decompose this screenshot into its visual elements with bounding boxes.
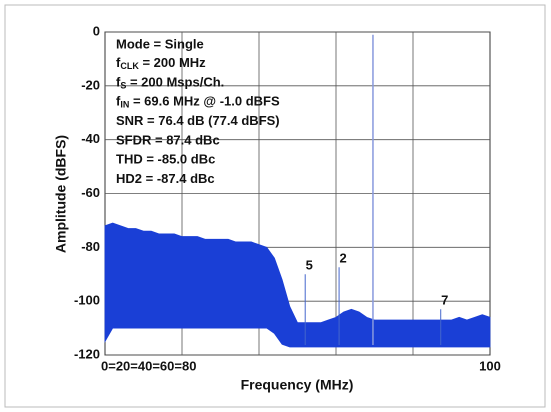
x-tick-label: 100 <box>479 358 501 373</box>
spur-label: 7 <box>441 293 448 308</box>
noise-floor <box>104 222 491 348</box>
annotation: SNR = 76.4 dB (77.4 dBFS) <box>116 113 280 128</box>
annotation-rest: = 69.6 MHz @ -1.0 dBFS <box>129 94 280 109</box>
annotation-base: f <box>116 75 121 90</box>
y-tick-label: -120 <box>74 346 100 361</box>
spur-label: 5 <box>306 258 313 273</box>
annotation: Mode = Single <box>116 36 204 51</box>
annotation-sub: IN <box>120 100 129 110</box>
y-tick-label: -20 <box>81 77 100 92</box>
y-tick-label: -80 <box>81 239 100 254</box>
y-tick-label: -100 <box>74 293 100 308</box>
annotation-rest: = 200 MHz <box>139 56 206 71</box>
annotation-sub: CLK <box>120 62 139 72</box>
x-axis-label: Frequency (MHz) <box>241 377 354 393</box>
annotation-base: f <box>116 94 121 109</box>
annotation: fIN = 69.6 MHz @ -1.0 dBFS <box>116 94 280 110</box>
annotation-rest: = 200 Msps/Ch. <box>126 75 224 90</box>
y-tick-label: 0 <box>93 23 100 38</box>
y-axis-label: Amplitude (dBFS) <box>53 135 69 253</box>
annotation: fS = 200 Msps/Ch. <box>116 75 224 91</box>
annotation: fCLK = 200 MHz <box>116 56 206 72</box>
annotation: THD = -85.0 dBc <box>116 152 215 167</box>
y-tick-label: -60 <box>81 185 100 200</box>
annotation: HD2 = -87.4 dBc <box>116 171 215 186</box>
annotation-sub: S <box>120 81 126 91</box>
y-tick-label: -40 <box>81 131 100 146</box>
spur-label: 2 <box>339 251 346 266</box>
x-tick-label: 0=20=40=60=80 <box>101 358 196 373</box>
annotation-base: f <box>116 56 121 71</box>
annotation: SFDR = 87.4 dBc <box>116 132 220 147</box>
